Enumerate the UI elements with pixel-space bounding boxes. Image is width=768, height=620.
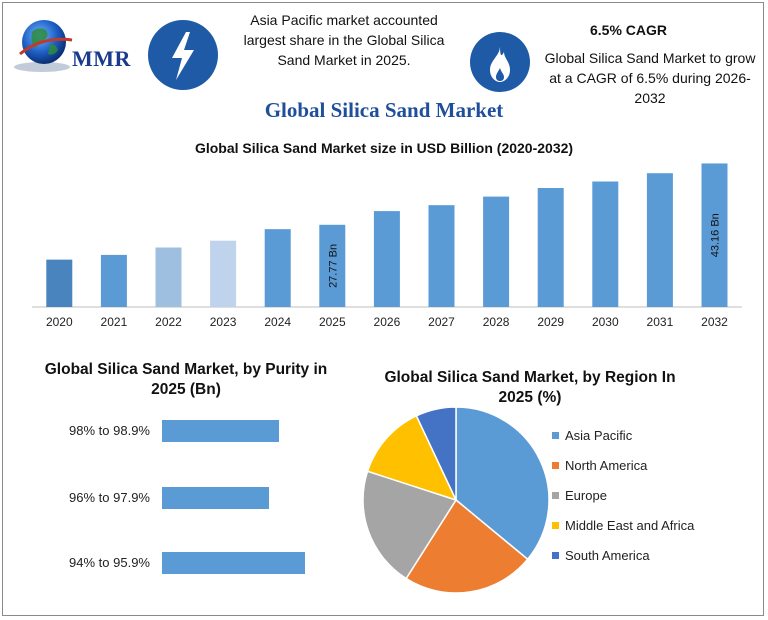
purity-label: 94% to 95.9% — [69, 555, 150, 570]
lightning-bolt-icon — [172, 32, 194, 80]
purity-bar — [162, 487, 270, 509]
legend-item: South America — [552, 548, 650, 563]
x-tick-label: 2028 — [483, 315, 510, 329]
globe-icon — [14, 20, 73, 72]
pie-slice-south-america — [415, 406, 457, 501]
flame-icon — [490, 46, 510, 82]
purity-chart-title: Global Silica Sand Market, by Purity in … — [44, 361, 328, 398]
x-tick-label: 2022 — [155, 315, 182, 329]
mmr-logo: MMR — [12, 14, 142, 78]
legend-label: Europe — [565, 488, 607, 503]
pie-chart — [362, 406, 550, 594]
pie-slice-asia-pacific — [455, 406, 550, 561]
logo-text: MMR — [72, 46, 131, 71]
x-tick-label: 2025 — [319, 315, 346, 329]
x-tick-label: 2031 — [647, 315, 674, 329]
legend-item: Europe — [552, 488, 607, 503]
x-tick-label: 2026 — [374, 315, 401, 329]
x-tick-label: 2030 — [592, 315, 619, 329]
legend-swatch — [552, 432, 559, 439]
info-icon-left — [148, 20, 218, 90]
legend-swatch — [552, 552, 559, 559]
bar-data-label: 27.77 Bn — [327, 244, 339, 288]
bar-2028 — [483, 196, 510, 307]
legend-item: Middle East and Africa — [552, 518, 694, 533]
x-tick-label: 2029 — [537, 315, 564, 329]
info-text-right: Global Silica Sand Market to grow at a C… — [544, 50, 756, 106]
legend-label: South America — [565, 548, 650, 563]
bar-2026 — [373, 211, 400, 307]
bar-2027 — [428, 205, 455, 307]
legend-swatch — [552, 522, 559, 529]
legend-swatch — [552, 492, 559, 499]
x-tick-label: 2020 — [46, 315, 73, 329]
pie-legend: Asia Pacific North America Europe Middle Ea… — [552, 428, 752, 578]
pie-chart-title: Global Silica Sand Market, by Region In … — [384, 369, 676, 406]
x-tick-label: 2024 — [264, 315, 291, 329]
purity-bar — [162, 420, 280, 442]
pie-slice-europe — [362, 470, 458, 580]
legend-swatch — [552, 462, 559, 469]
bar-2031 — [646, 173, 673, 307]
bar-2024 — [264, 229, 291, 307]
x-tick-label: 2032 — [701, 315, 728, 329]
legend-label: Asia Pacific — [565, 428, 633, 443]
info-text-left: Asia Pacific market accounted largest sh… — [243, 12, 445, 68]
legend-item: North America — [552, 458, 647, 473]
bar-2025 — [319, 224, 346, 307]
bar-2032 — [701, 163, 728, 307]
pie-slice-north-america — [405, 498, 529, 594]
x-tick-label: 2027 — [428, 315, 455, 329]
info-icon-right — [470, 32, 530, 92]
bar-2029 — [537, 188, 564, 307]
x-tick-label: 2023 — [210, 315, 237, 329]
bar-chart: 2020 2021 2022 2023 2024 2025 2026 2027 2028 2029… — [32, 163, 742, 329]
legend-label: Middle East and Africa — [565, 518, 695, 533]
bar-chart-title: Global Silica Sand Market size in USD Bi… — [194, 140, 574, 156]
bar-2021 — [100, 254, 127, 307]
cagr-title: 6.5% CAGR — [590, 22, 668, 38]
bar-data-label: 43.16 Bn — [710, 213, 722, 257]
main-title: Global Silica Sand Market — [264, 98, 504, 122]
bar-2030 — [592, 181, 619, 307]
bar-2022 — [155, 247, 182, 307]
bar-2023 — [210, 240, 237, 307]
purity-label: 98% to 98.9% — [69, 423, 150, 438]
x-tick-label: 2021 — [101, 315, 128, 329]
bar-2020 — [46, 259, 73, 307]
legend-label: North America — [565, 458, 648, 473]
purity-chart: 98% to 98.9% 96% to 97.9% 94% to 95.9% — [0, 400, 360, 600]
purity-bar — [162, 552, 305, 574]
purity-label: 96% to 97.9% — [69, 490, 150, 505]
pie-slice-middle-east-and-africa — [366, 414, 458, 502]
legend-item: Asia Pacific — [552, 428, 632, 443]
